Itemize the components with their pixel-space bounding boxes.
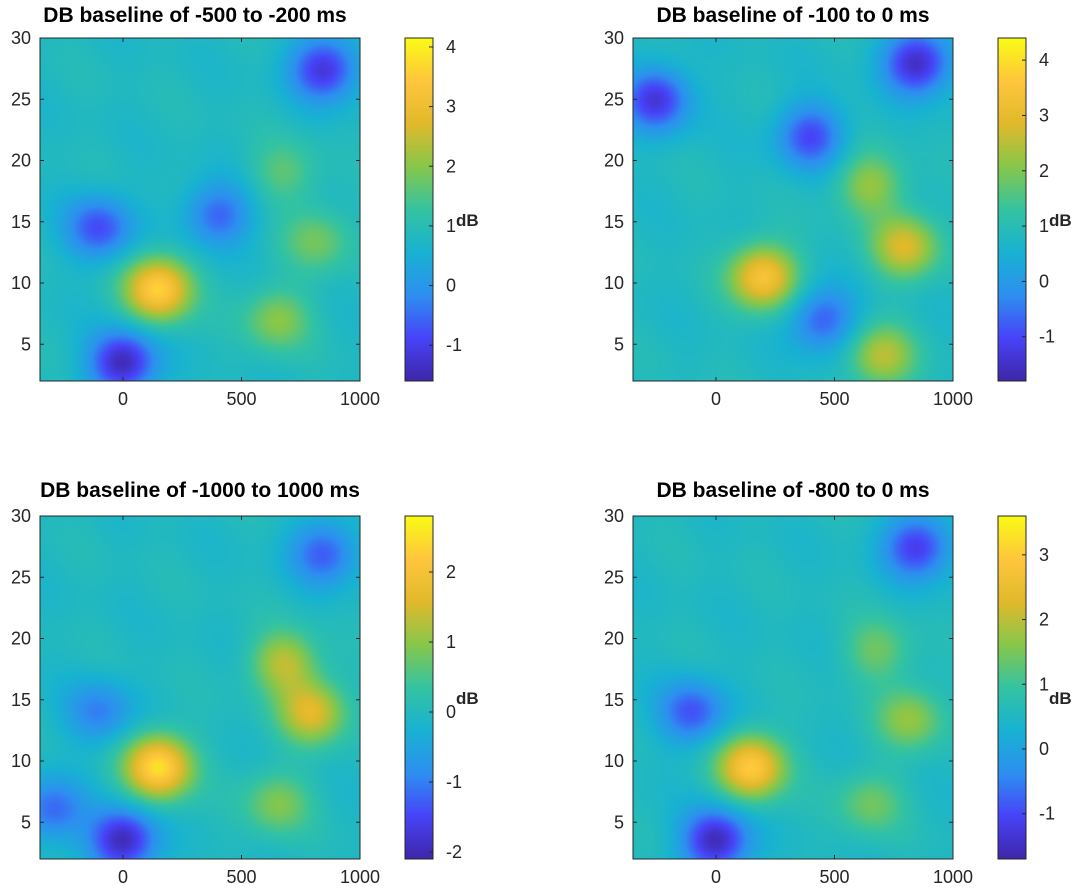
- colorbar-label: dB: [1049, 211, 1072, 230]
- y-tick-label: 30: [604, 506, 624, 526]
- y-tick-label: 20: [604, 629, 624, 649]
- colorbar-tick-label: 3: [1039, 545, 1049, 565]
- panel-2: DB baseline of -100 to 0 ms0 500 100051015…: [604, 4, 1072, 409]
- y-tick-label: 25: [11, 89, 31, 109]
- y-tick-label: 5: [21, 812, 31, 832]
- x-tick-label: 500: [819, 867, 849, 887]
- colorbar: [997, 37, 1027, 382]
- x-tick-label: 500: [226, 867, 256, 887]
- y-tick-label: 30: [604, 28, 624, 48]
- y-tick-label: 15: [604, 690, 624, 710]
- colorbar-label: dB: [1049, 689, 1072, 708]
- plot-frame: [632, 37, 954, 382]
- y-tick-label: 25: [11, 567, 31, 587]
- colorbar-tick-label: 0: [446, 702, 456, 722]
- panel-title: DB baseline of -1000 to 1000 ms: [40, 479, 360, 502]
- colorbar-tick-label: 3: [1039, 105, 1049, 125]
- panel-4: DB baseline of -800 to 0 ms0 500 100051015…: [604, 479, 1072, 887]
- heatmap-image: [633, 38, 953, 381]
- panel-title: DB baseline of -800 to 0 ms: [656, 479, 929, 502]
- x-tick-label: 1000: [340, 867, 380, 887]
- colorbar-tick-label: 2: [1039, 610, 1049, 630]
- colorbar: [997, 515, 1027, 860]
- y-tick-label: 30: [11, 28, 31, 48]
- y-tick-label: 15: [604, 212, 624, 232]
- y-tick-label: 20: [11, 629, 31, 649]
- colorbar-tick-label: -1: [1039, 804, 1055, 824]
- x-tick-label: 0: [711, 867, 721, 887]
- x-tick-label: 500: [819, 389, 849, 409]
- colorbar-tick-label: -1: [446, 772, 462, 792]
- colorbar-tick-label: 1: [1039, 674, 1049, 694]
- colorbar-tick-label: 2: [1039, 161, 1049, 181]
- plot-frame: [39, 37, 361, 382]
- colorbar-tick-label: 2: [446, 562, 456, 582]
- colorbar-tick-label: 2: [446, 156, 456, 176]
- colorbar-tick-label: -2: [446, 842, 462, 862]
- colorbar-label: dB: [456, 689, 479, 708]
- heatmap-image: [633, 516, 953, 859]
- y-tick-label: 5: [614, 812, 624, 832]
- x-tick-label: 500: [226, 389, 256, 409]
- y-tick-label: 20: [604, 151, 624, 171]
- y-tick-label: 25: [604, 89, 624, 109]
- x-tick-label: 1000: [933, 867, 973, 887]
- y-tick-label: 5: [21, 334, 31, 354]
- plot-frame: [39, 515, 361, 860]
- colorbar: [404, 37, 434, 382]
- y-tick-label: 10: [604, 751, 624, 771]
- y-tick-label: 5: [614, 334, 624, 354]
- x-tick-label: 0: [118, 867, 128, 887]
- plot-frame: [632, 515, 954, 860]
- y-tick-label: 30: [11, 506, 31, 526]
- panel-3: DB baseline of -1000 to 1000 ms 0 500 1000 5…: [11, 479, 479, 887]
- colorbar-tick-label: 0: [1039, 739, 1049, 759]
- y-tick-label: 20: [11, 151, 31, 171]
- colorbar-tick-label: -1: [1039, 327, 1055, 347]
- colorbar-tick-label: 0: [1039, 271, 1049, 291]
- y-tick-label: 10: [11, 751, 31, 771]
- colorbar-label: dB: [456, 211, 479, 230]
- colorbar-tick-label: 0: [446, 276, 456, 296]
- y-tick-label: 15: [11, 212, 31, 232]
- x-tick-label: 1000: [933, 389, 973, 409]
- panel-1: DB baseline of -500 to -200 ms 0 500 1000 5 1…: [11, 4, 479, 409]
- y-tick-label: 10: [11, 273, 31, 293]
- colorbar: [404, 515, 434, 860]
- colorbar-tick-label: 4: [446, 37, 456, 57]
- heatmap-image: [40, 38, 360, 381]
- colorbar-tick-label: 1: [1039, 216, 1049, 236]
- y-tick-label: 25: [604, 567, 624, 587]
- panel-title: DB baseline of -100 to 0 ms: [656, 4, 929, 27]
- colorbar-tick-label: 1: [446, 632, 456, 652]
- x-tick-label: 0: [118, 389, 128, 409]
- colorbar-tick-label: -1: [446, 335, 462, 355]
- heatmap-image: [40, 516, 360, 859]
- colorbar-tick-label: 1: [446, 216, 456, 236]
- x-tick-label: 0: [711, 389, 721, 409]
- panel-title: DB baseline of -500 to -200 ms: [43, 4, 346, 27]
- colorbar-tick-label: 4: [1039, 50, 1049, 70]
- colorbar-tick-label: 3: [446, 97, 456, 117]
- y-tick-label: 10: [604, 273, 624, 293]
- y-tick-label: 15: [11, 690, 31, 710]
- x-tick-label: 1000: [340, 389, 380, 409]
